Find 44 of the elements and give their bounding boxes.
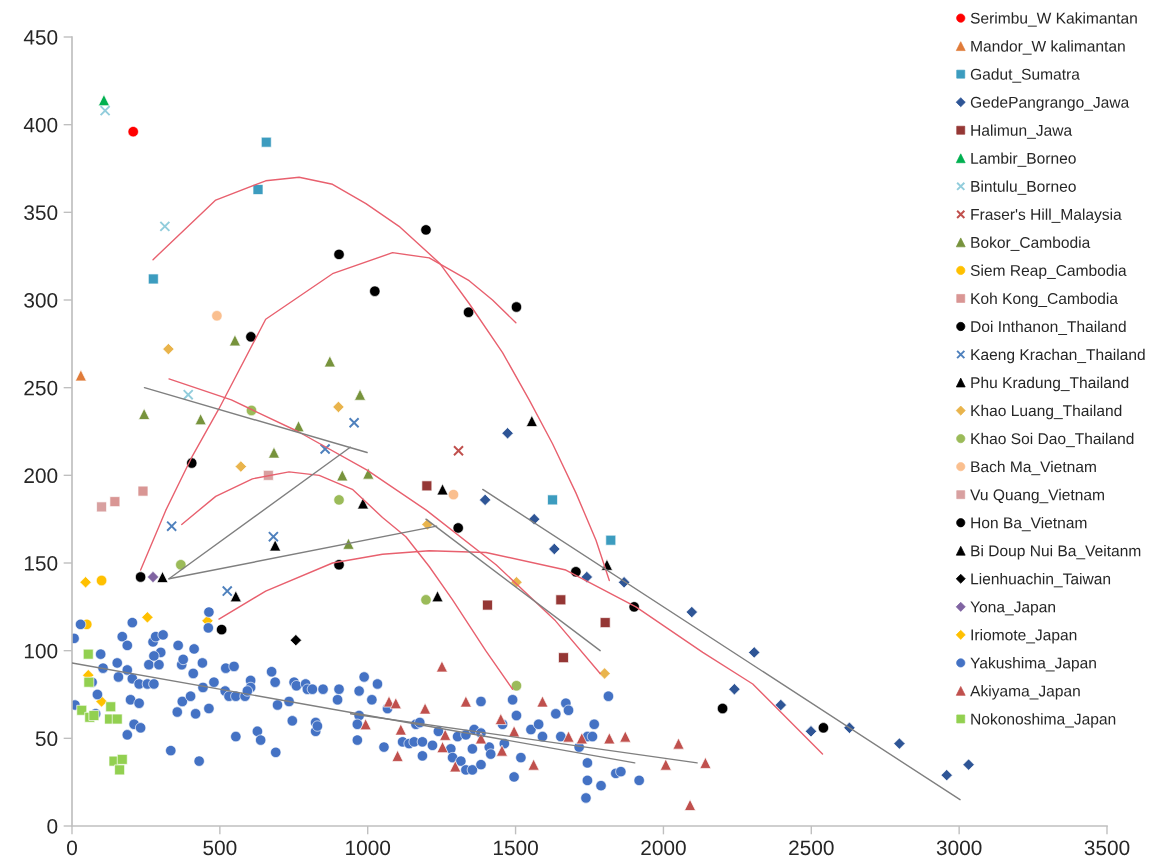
y-tick-label: 400 [23, 117, 58, 133]
y-tick-label: 150 [24, 556, 58, 571]
legend-label: Koh Kong_Cambodia [971, 292, 1118, 308]
legend-label: Mandor_W kalimantan [971, 40, 1125, 55]
x-tick-label: 2000 [641, 840, 686, 856]
y-tick-label: 350 [24, 205, 58, 221]
legend-label: Bach Ma_Vietnam [971, 460, 1096, 476]
y-tick-label: 0 [47, 819, 58, 834]
legend-label: Halimun_Jawa [971, 124, 1073, 139]
legend-label: Phu Kradung_Thailand [971, 376, 1129, 392]
legend-label: Nokonoshima_Japan [971, 713, 1116, 728]
x-tick-label: 1500 [493, 840, 538, 856]
legend-label: Lienhuachin_Taiwan [971, 572, 1111, 588]
legend-label: Fraser's Hill_Malaysia [971, 208, 1122, 224]
legend-label: Yakushima_Japan [970, 657, 1096, 672]
x-tick-label: 0 [67, 840, 77, 856]
legend-label: Bintulu_Borneo [971, 180, 1076, 195]
legend-label: Vu Quang_Vietnam [970, 488, 1104, 504]
legend-label: Doi Inthanon_Thailand [971, 320, 1126, 336]
x-tick-label: 3000 [936, 840, 982, 856]
y-tick-label: 250 [24, 380, 58, 396]
legend-label: Bokor_Cambodia [971, 236, 1091, 251]
legend-label: Siem Reap_Cambodia [970, 264, 1127, 280]
legend-label: Yona_Japan [970, 601, 1056, 616]
legend-label: Iriomote_Japan [971, 629, 1077, 644]
legend-label: Khao Luang_Thailand [971, 404, 1122, 420]
y-tick-label: 300 [24, 293, 58, 308]
legend-label: Lambir_Borneo [971, 152, 1076, 167]
legend-label: Kaeng Krachan_Thailand [971, 348, 1145, 364]
x-tick-label: 2500 [789, 840, 834, 856]
legend-label: Hon Ba_Vietnam [971, 516, 1087, 532]
legend-label: Akiyama_Japan [970, 685, 1080, 700]
legend-label: Gadut_Sumatra [970, 68, 1080, 83]
y-tick-label: 200 [24, 468, 58, 484]
legend-label: GedePangrango_Jawa [970, 96, 1130, 111]
legend-label: Khao Soi Dao_Thailand [971, 432, 1134, 448]
y-tick-label: 450 [23, 30, 58, 45]
legend-label: Serimbu_W Kakimantan [970, 12, 1137, 27]
x-tick-label: 500 [203, 840, 237, 856]
y-tick-label: 50 [35, 731, 58, 747]
x-tick-label: 3500 [1084, 840, 1130, 856]
x-tick-label: 1000 [346, 840, 391, 856]
legend-label: Bi Doup Nui Ba_Veitanm [971, 544, 1141, 560]
y-tick-label: 100 [24, 643, 58, 659]
